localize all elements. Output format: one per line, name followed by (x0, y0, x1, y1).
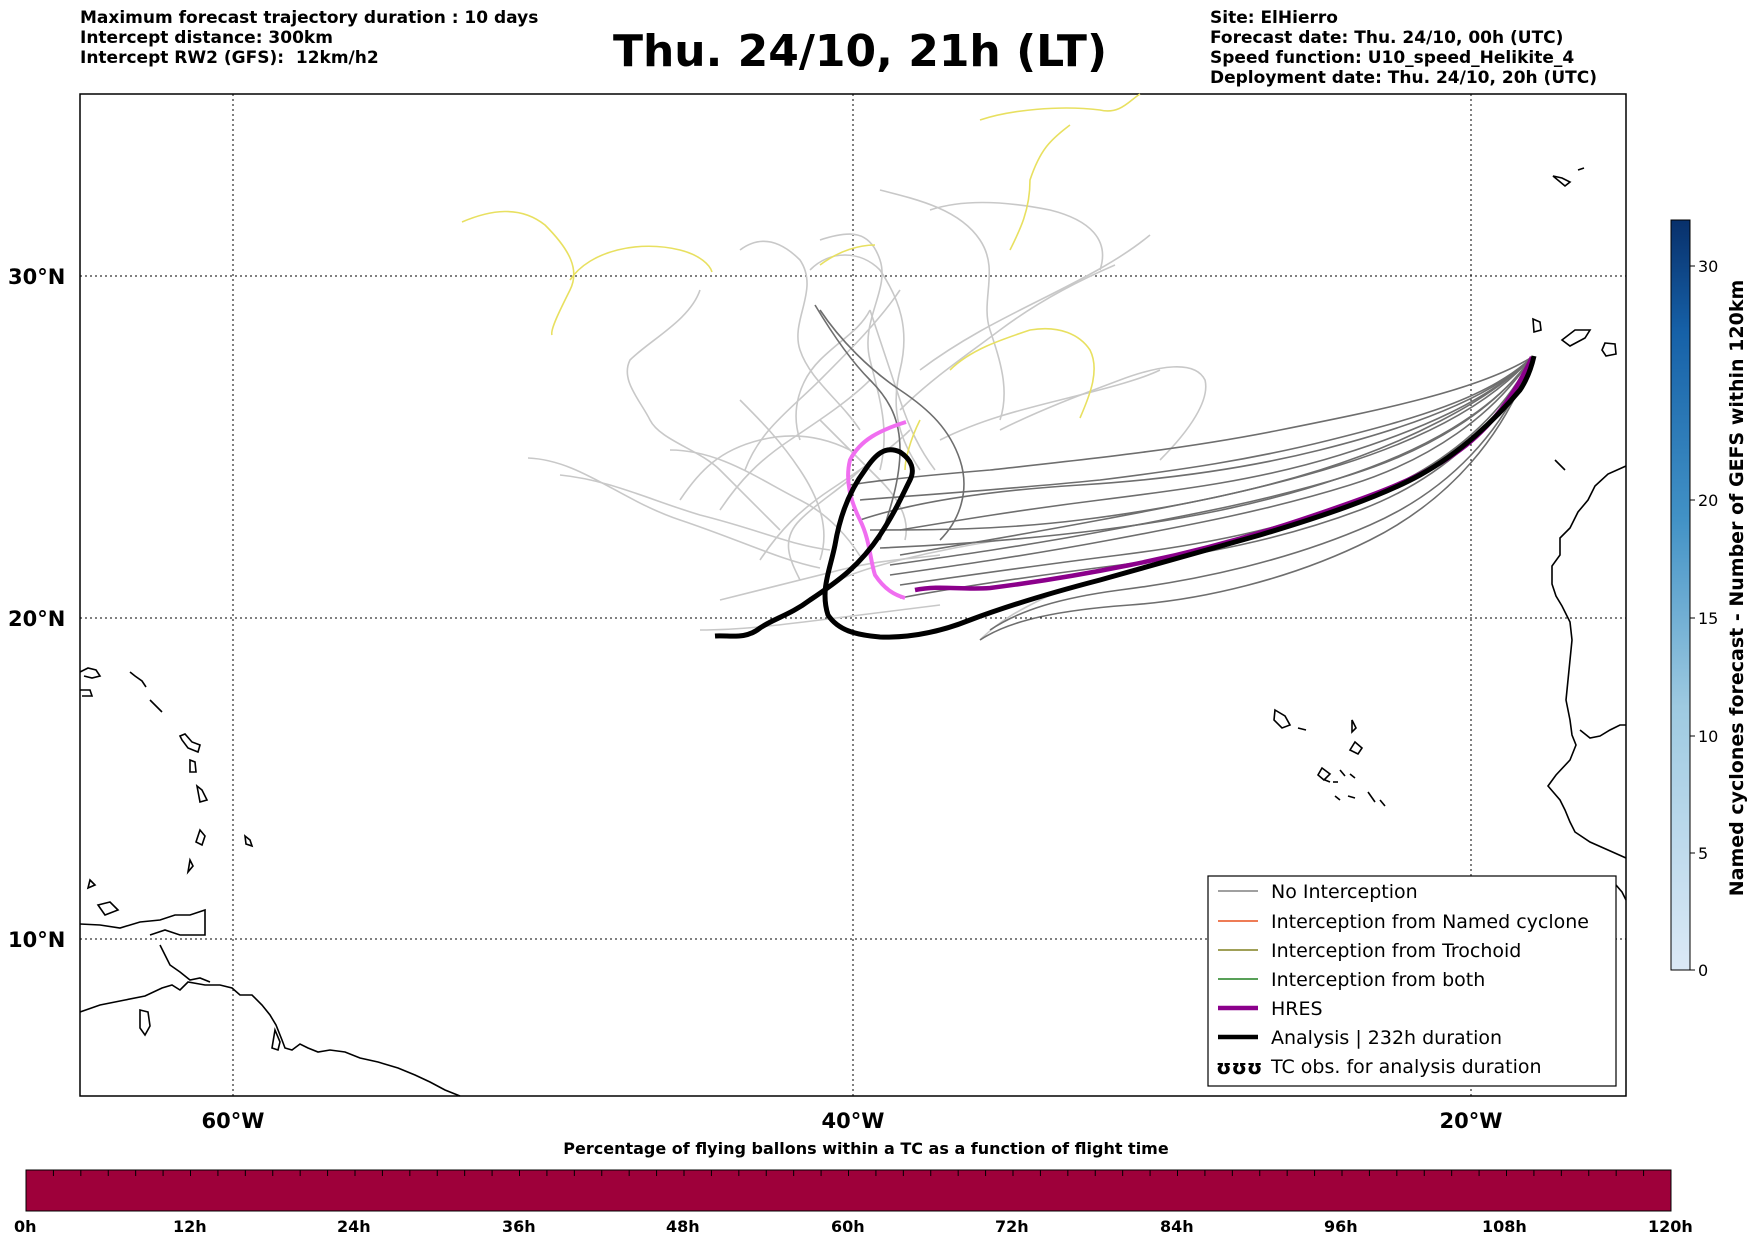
right-colorbar-ticks (1690, 265, 1695, 971)
bottom-colorbar-tick-96h: 96h (1324, 1217, 1358, 1236)
bottom-colorbar-title: Percentage of flying ballons within a TC… (563, 1139, 1169, 1158)
legend-label-hres: HRES (1271, 998, 1323, 1020)
bottom-colorbar-tick-108h: 108h (1482, 1217, 1527, 1236)
header-right-line-3: Speed function: U10_speed_Helikite_4 (1210, 48, 1575, 68)
right-colorbar-label: Named cyclones forecast - Number of GEFS… (1726, 280, 1748, 897)
coastline-caribbean (79, 667, 461, 1097)
bottom-colorbar-tick-120h: 120h (1648, 1217, 1693, 1236)
legend-label-both: Interception from both (1271, 969, 1485, 991)
header-left-line-3: Intercept RW2 (GFS): 12km/h2 (80, 48, 379, 68)
right-colorbar-tick-30: 30 (1698, 257, 1718, 276)
page-title: Thu. 24/10, 21h (LT) (612, 26, 1108, 77)
lon-label-40w: 40°W (822, 1109, 885, 1133)
bottom-colorbar-tick-36h: 36h (502, 1217, 536, 1236)
bottom-colorbar-tick-12h: 12h (173, 1217, 207, 1236)
bottom-colorbar-tick-72h: 72h (995, 1217, 1029, 1236)
right-colorbar-tick-5: 5 (1698, 844, 1708, 863)
right-colorbar-gradient (1670, 219, 1691, 971)
lon-label-20w: 20°W (1440, 1109, 1503, 1133)
lon-label-60w: 60°W (202, 1109, 265, 1133)
gefs-light-tracks (527, 189, 1207, 641)
legend-box (1207, 875, 1617, 1087)
yellow-tracks (461, 93, 1141, 471)
bottom-colorbar-bar (25, 1169, 1672, 1212)
bottom-colorbar-tick-48h: 48h (666, 1217, 700, 1236)
right-colorbar-tick-20: 20 (1698, 491, 1718, 510)
header-left-line-2: Intercept distance: 300km (80, 28, 333, 48)
right-colorbar-tick-10: 10 (1698, 727, 1718, 746)
legend-symbol-tc-obs: ʊʊʊ (1216, 1055, 1262, 1079)
legend-label-trochoid: Interception from Trochoid (1271, 940, 1521, 962)
bottom-colorbar-tick-24h: 24h (337, 1217, 371, 1236)
bottom-colorbar-tick-60h: 60h (831, 1217, 865, 1236)
right-colorbar: 0 5 10 15 20 30 Named cyclones forecast … (1670, 219, 1748, 980)
lat-label-30n: 30°N (8, 265, 65, 289)
coastline-africa (1273, 167, 1627, 901)
legend-label-no-interception: No Interception (1271, 881, 1418, 903)
right-colorbar-tick-0: 0 (1698, 961, 1708, 980)
header-right-line-2: Forecast date: Thu. 24/10, 00h (UTC) (1210, 28, 1564, 48)
right-colorbar-tick-15: 15 (1698, 609, 1718, 628)
legend-label-named-cyclone: Interception from Named cyclone (1271, 911, 1589, 933)
header-right-line-1: Site: ElHierro (1210, 8, 1338, 28)
bottom-colorbar-tick-0h: 0h (14, 1217, 37, 1236)
lat-label-20n: 20°N (8, 607, 65, 631)
legend-label-analysis: Analysis | 232h duration (1271, 1027, 1502, 1049)
legend: No Interception Interception from Named … (1207, 875, 1617, 1087)
header-right-line-4: Deployment date: Thu. 24/10, 20h (UTC) (1210, 68, 1597, 88)
lat-label-10n: 10°N (8, 928, 65, 952)
bottom-colorbar-tick-84h: 84h (1160, 1217, 1194, 1236)
legend-label-tc-obs: TC obs. for analysis duration (1270, 1056, 1542, 1078)
analysis-track (714, 355, 1537, 640)
bottom-colorbar: Percentage of flying ballons within a TC… (25, 1139, 1672, 1212)
bottom-colorbar-ticks (25, 1170, 1672, 1176)
header-left-line-1: Maximum forecast trajectory duration : 1… (80, 8, 539, 28)
pink-track (846, 420, 907, 600)
